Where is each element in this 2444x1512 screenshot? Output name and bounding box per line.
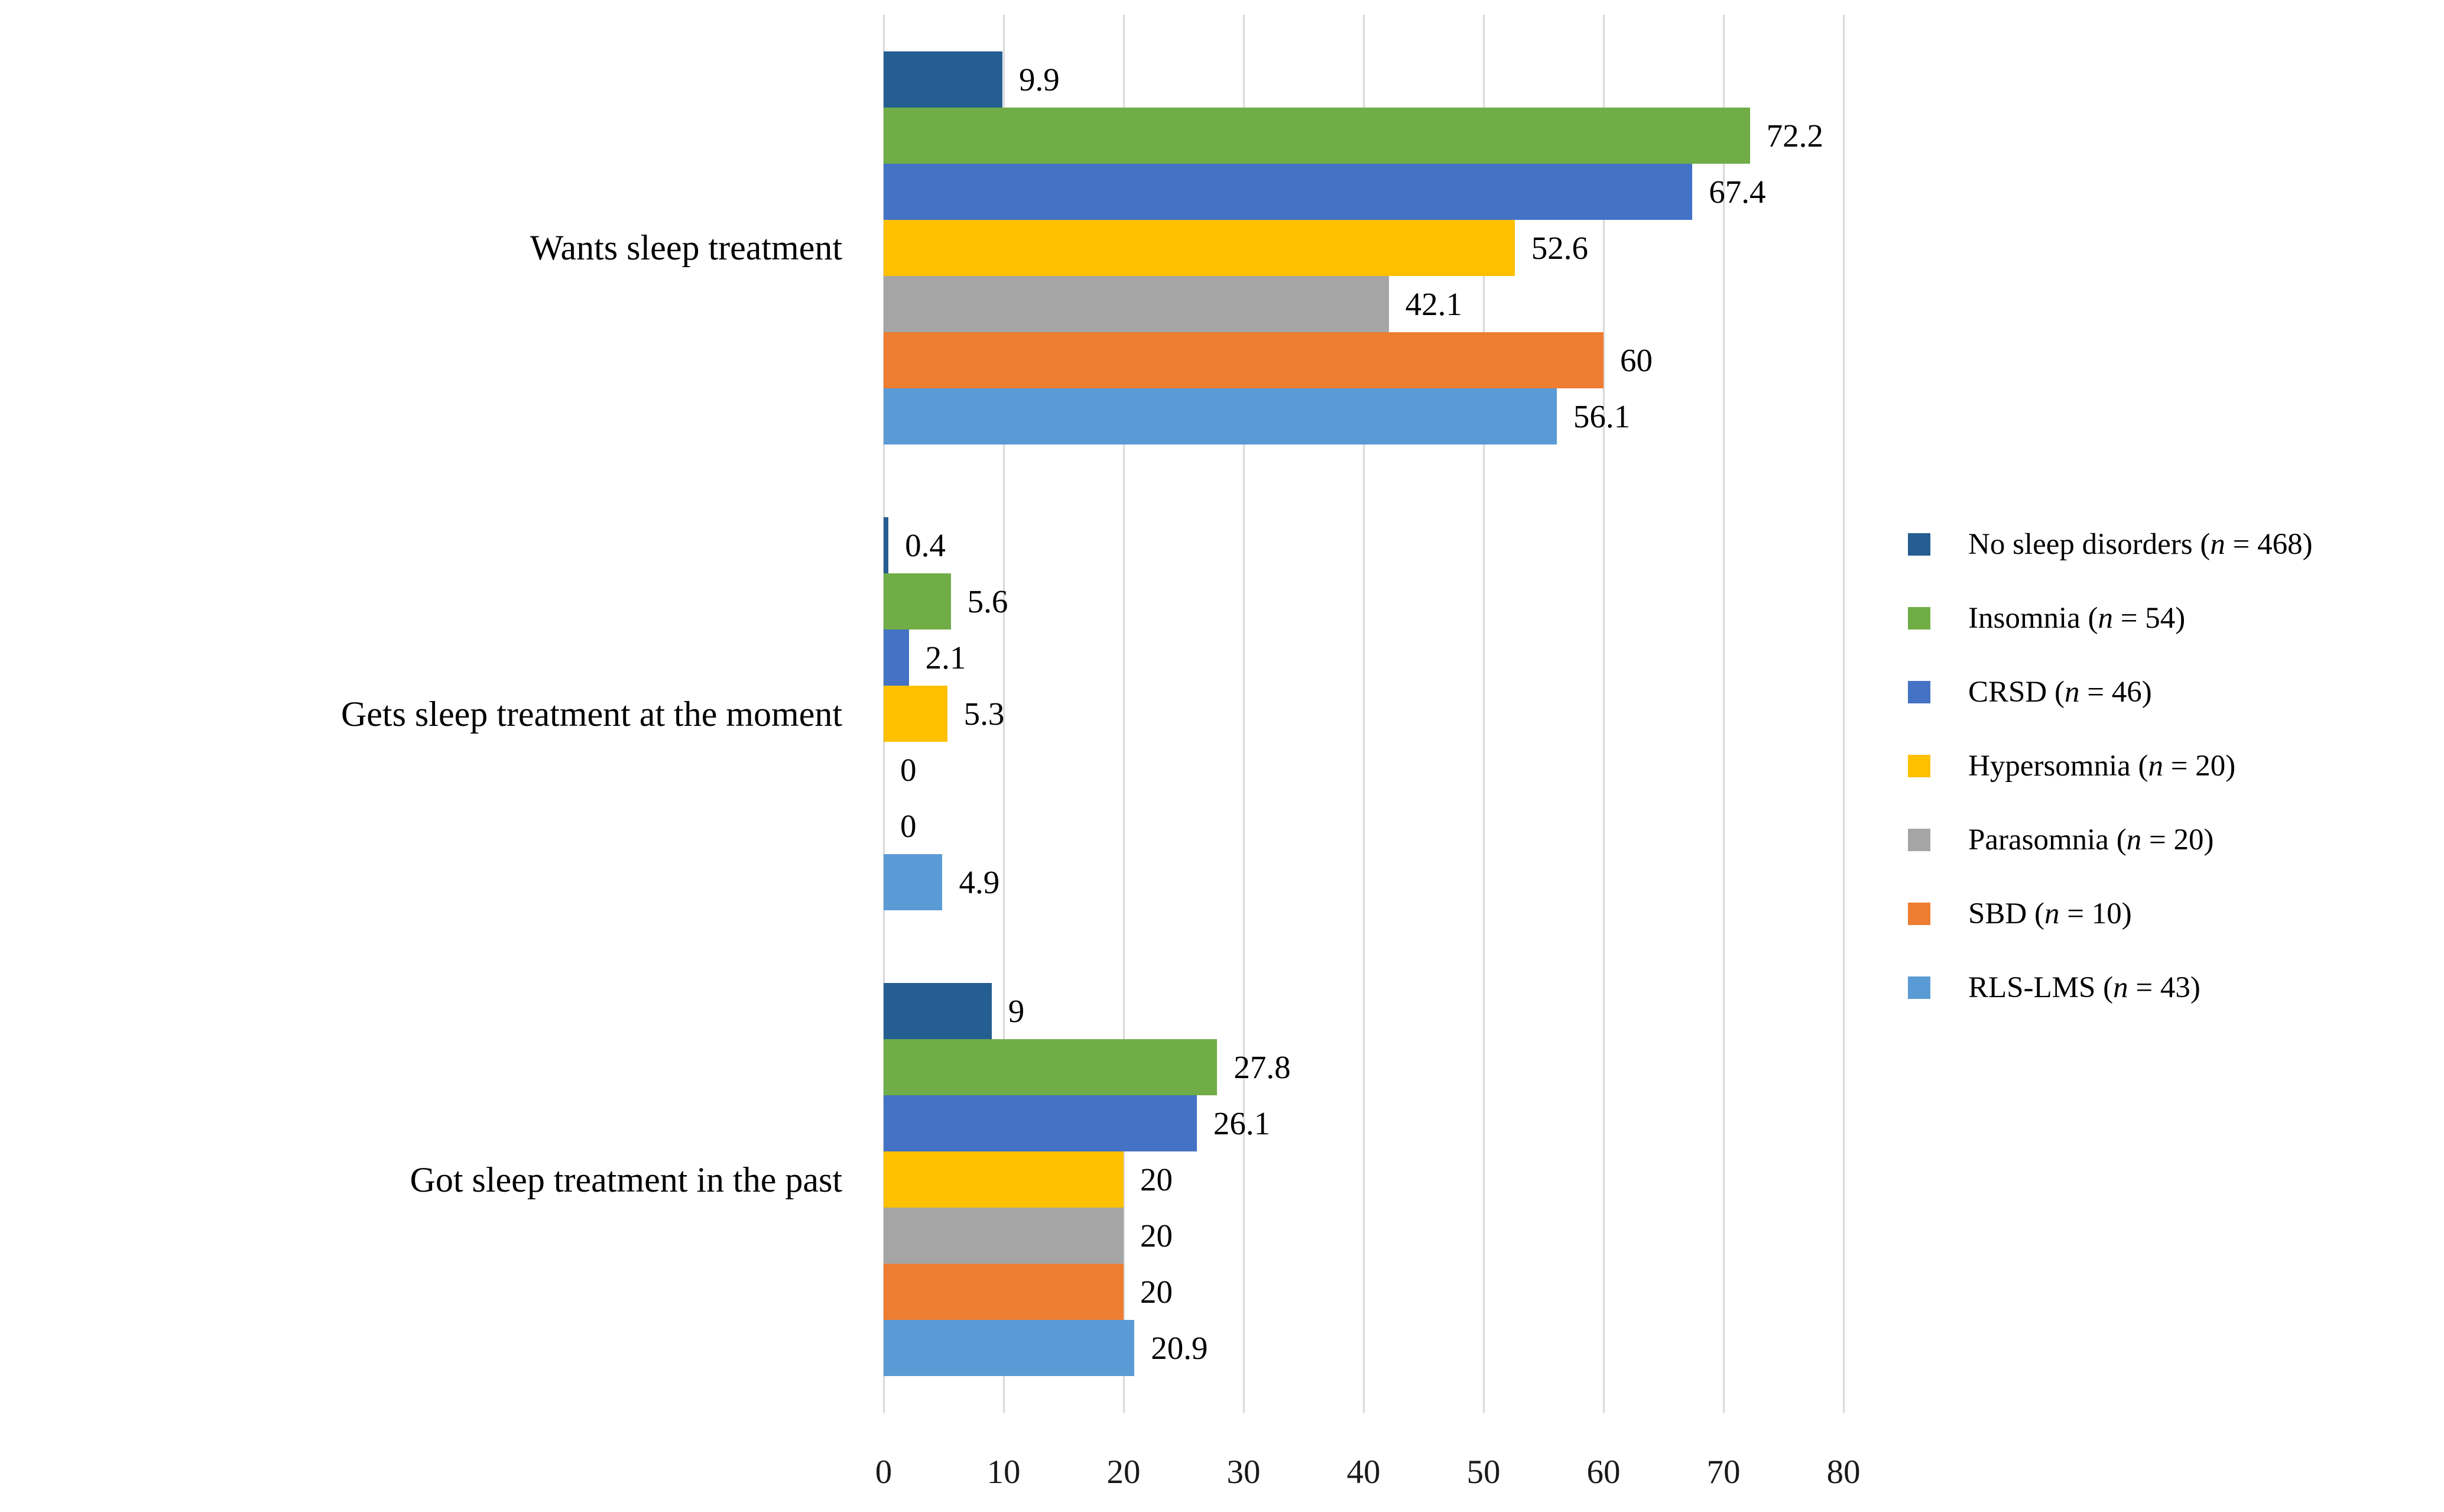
bar-value-label: 2.1 — [925, 640, 966, 676]
bar-value-label: 9 — [1008, 993, 1025, 1030]
bar — [884, 388, 1557, 444]
bar — [884, 332, 1604, 388]
x-tick-label: 60 — [1586, 1453, 1621, 1491]
bar — [884, 1208, 1124, 1264]
legend-item: SBD (n = 10) — [1908, 877, 2313, 950]
bar — [884, 1264, 1124, 1320]
bar — [884, 1095, 1197, 1152]
bar — [884, 630, 909, 686]
bar — [884, 854, 943, 910]
legend-item: No sleep disorders (n = 468) — [1908, 507, 2313, 581]
gridline — [1482, 15, 1485, 1413]
category-label: Gets sleep treatment at the moment — [340, 694, 842, 734]
bar — [884, 107, 1750, 164]
bar-value-label: 5.6 — [967, 583, 1008, 619]
legend-label: CRSD (n = 46) — [1968, 675, 2152, 709]
legend-item: RLS-LMS (n = 43) — [1908, 950, 2313, 1024]
x-tick-label: 30 — [1226, 1453, 1261, 1491]
legend-swatch — [1908, 976, 1930, 999]
bar — [884, 573, 951, 630]
x-tick-label: 0 — [875, 1453, 892, 1491]
category-label: Wants sleep treatment — [530, 228, 842, 268]
bar — [884, 1151, 1124, 1208]
category-label: Got sleep treatment in the past — [410, 1160, 842, 1199]
bar-value-label: 72.2 — [1766, 117, 1823, 154]
legend-item: Parasomnia (n = 20) — [1908, 803, 2313, 877]
gridline — [1362, 15, 1365, 1413]
bar-value-label: 27.8 — [1234, 1049, 1291, 1086]
legend-label: RLS-LMS (n = 43) — [1968, 971, 2200, 1004]
bar-value-label: 26.1 — [1213, 1105, 1271, 1142]
legend-label: Parasomnia (n = 20) — [1968, 823, 2214, 856]
x-tick-label: 50 — [1466, 1453, 1501, 1491]
legend-swatch — [1908, 902, 1930, 925]
legend: No sleep disorders (n = 468) Insomnia (n … — [1908, 507, 2313, 1024]
bar-value-label: 0 — [900, 752, 917, 788]
legend-item: CRSD (n = 46) — [1908, 655, 2313, 729]
bar — [884, 163, 1693, 220]
bar — [884, 983, 992, 1040]
bar-value-label: 67.4 — [1709, 173, 1766, 210]
x-tick-label: 40 — [1346, 1453, 1381, 1491]
x-tick-label: 20 — [1106, 1453, 1141, 1491]
gridline — [1722, 15, 1725, 1413]
legend-label: Insomnia (n = 54) — [1968, 601, 2186, 635]
x-tick-label: 10 — [986, 1453, 1021, 1491]
legend-item: Insomnia (n = 54) — [1908, 581, 2313, 655]
legend-swatch — [1908, 606, 1930, 630]
bar-value-label: 20 — [1140, 1274, 1173, 1310]
legend-swatch — [1908, 828, 1930, 851]
legend-label: Hypersomnia (n = 20) — [1968, 749, 2236, 783]
gridline — [1242, 15, 1245, 1413]
gridline — [1842, 15, 1845, 1413]
bar-value-label: 52.6 — [1531, 229, 1589, 266]
bar — [884, 1320, 1135, 1377]
bar-value-label: 0.4 — [905, 527, 946, 563]
bar-value-label: 5.3 — [963, 696, 1005, 732]
legend-swatch — [1908, 680, 1930, 703]
bar — [884, 219, 1515, 276]
bar-value-label: 42.1 — [1405, 285, 1462, 322]
legend-swatch — [1908, 533, 1930, 556]
legend-swatch — [1908, 754, 1930, 777]
bar — [884, 51, 1002, 108]
x-tick-label: 70 — [1706, 1453, 1741, 1491]
gridline — [1122, 15, 1125, 1413]
gridline — [1602, 15, 1605, 1413]
bar — [884, 1039, 1218, 1096]
legend-item: Hypersomnia (n = 20) — [1908, 729, 2313, 803]
bar — [884, 275, 1389, 332]
bar-value-label: 56.1 — [1573, 398, 1631, 434]
x-tick-label: 80 — [1826, 1453, 1861, 1491]
bar-value-label: 20 — [1140, 1218, 1173, 1254]
bar-value-label: 4.9 — [959, 864, 1000, 900]
gridline — [1002, 15, 1005, 1413]
bar-value-label: 20 — [1140, 1161, 1173, 1198]
legend-label: SBD (n = 10) — [1968, 897, 2132, 930]
bar-value-label: 9.9 — [1018, 61, 1060, 98]
bar-value-label: 20.9 — [1151, 1330, 1208, 1367]
bar — [884, 686, 947, 742]
bar — [884, 517, 889, 573]
legend-label: No sleep disorders (n = 468) — [1968, 527, 2313, 561]
bar-value-label: 60 — [1620, 342, 1653, 378]
bar-value-label: 0 — [900, 808, 917, 844]
